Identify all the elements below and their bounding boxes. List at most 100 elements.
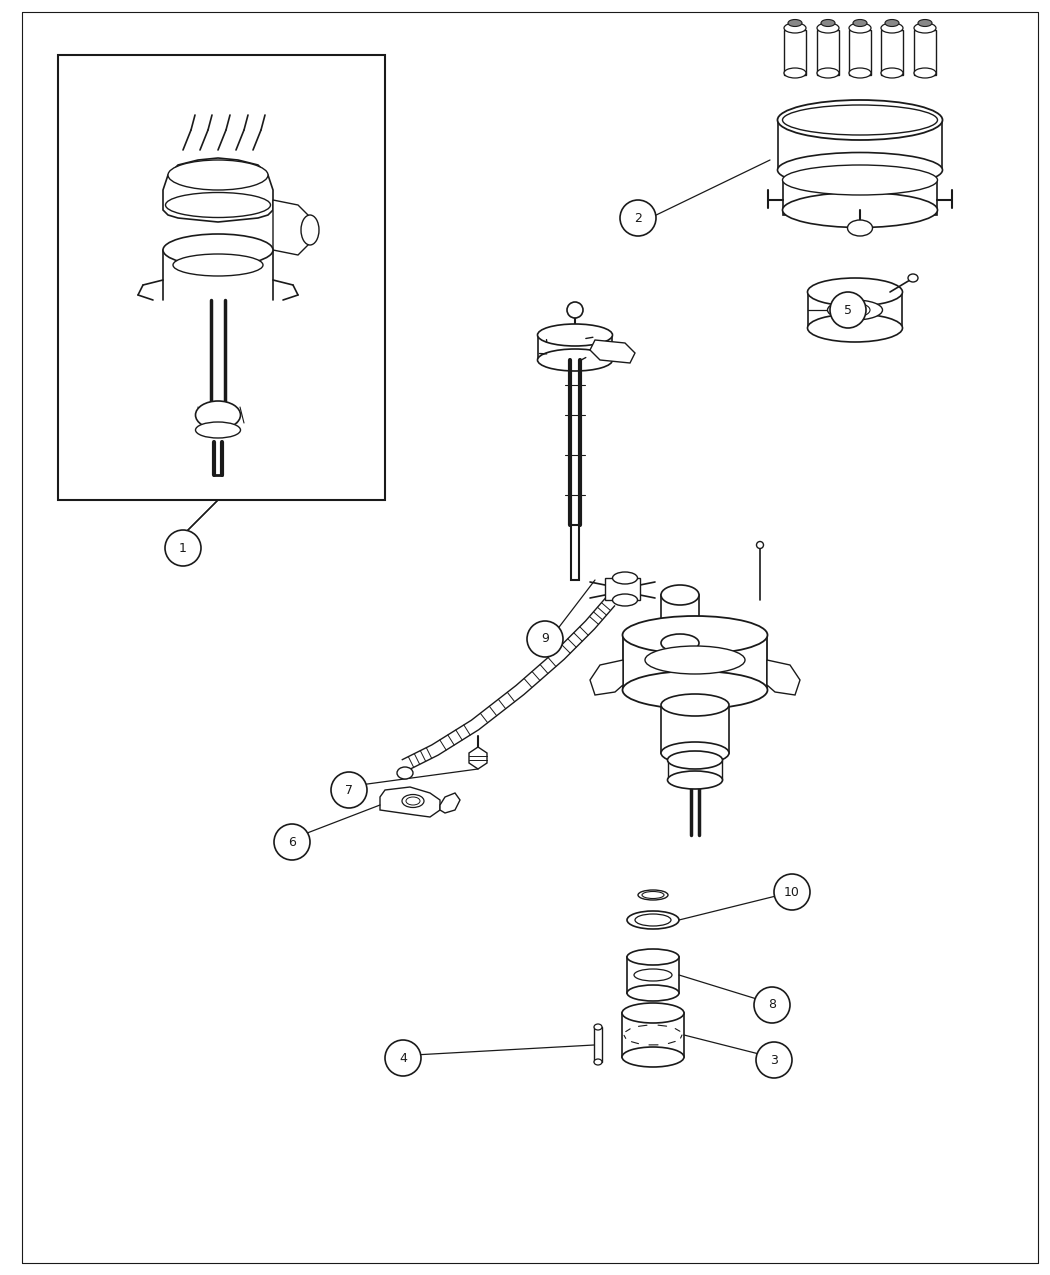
Ellipse shape xyxy=(827,300,882,320)
Ellipse shape xyxy=(627,986,679,1001)
Circle shape xyxy=(385,1040,421,1076)
Ellipse shape xyxy=(622,1003,684,1023)
Circle shape xyxy=(331,771,368,808)
Ellipse shape xyxy=(166,193,271,218)
Ellipse shape xyxy=(634,969,672,980)
Polygon shape xyxy=(163,158,273,222)
Text: 7: 7 xyxy=(345,784,353,797)
Ellipse shape xyxy=(627,949,679,965)
Ellipse shape xyxy=(914,68,936,78)
Text: 9: 9 xyxy=(541,632,549,645)
Polygon shape xyxy=(590,340,635,363)
Ellipse shape xyxy=(662,742,729,764)
Ellipse shape xyxy=(567,302,583,317)
Text: 2: 2 xyxy=(634,212,642,224)
Ellipse shape xyxy=(627,912,679,929)
Ellipse shape xyxy=(840,303,870,317)
Circle shape xyxy=(274,824,310,861)
Bar xyxy=(778,120,942,170)
Ellipse shape xyxy=(645,646,746,674)
Polygon shape xyxy=(469,747,487,769)
Polygon shape xyxy=(766,660,800,695)
Ellipse shape xyxy=(662,585,699,606)
Polygon shape xyxy=(273,200,313,255)
Bar xyxy=(538,335,612,360)
Ellipse shape xyxy=(397,768,413,779)
Text: 5: 5 xyxy=(844,303,852,316)
Ellipse shape xyxy=(756,542,763,548)
Ellipse shape xyxy=(301,215,319,245)
Ellipse shape xyxy=(908,274,918,282)
Ellipse shape xyxy=(163,235,273,266)
Ellipse shape xyxy=(594,1024,602,1030)
Ellipse shape xyxy=(668,751,722,769)
Ellipse shape xyxy=(788,19,802,27)
Ellipse shape xyxy=(406,797,420,805)
Text: 10: 10 xyxy=(784,886,800,899)
Ellipse shape xyxy=(538,324,612,346)
Bar xyxy=(849,31,872,75)
Bar xyxy=(784,31,806,75)
Ellipse shape xyxy=(782,105,938,135)
Ellipse shape xyxy=(881,23,903,33)
Ellipse shape xyxy=(635,914,671,926)
Polygon shape xyxy=(380,787,440,817)
Bar xyxy=(623,635,766,690)
Circle shape xyxy=(830,292,866,328)
Ellipse shape xyxy=(638,890,668,900)
Ellipse shape xyxy=(784,68,806,78)
Text: 1: 1 xyxy=(180,542,187,555)
Ellipse shape xyxy=(817,68,839,78)
Ellipse shape xyxy=(622,1047,684,1067)
Ellipse shape xyxy=(777,153,943,187)
Ellipse shape xyxy=(807,278,903,306)
Bar xyxy=(622,1014,684,1057)
Ellipse shape xyxy=(821,19,835,27)
Bar xyxy=(627,958,679,993)
Bar xyxy=(808,292,902,328)
Ellipse shape xyxy=(623,671,768,709)
Ellipse shape xyxy=(881,68,903,78)
Ellipse shape xyxy=(612,572,637,584)
Ellipse shape xyxy=(594,1060,602,1065)
Ellipse shape xyxy=(168,159,268,190)
Ellipse shape xyxy=(885,19,899,27)
Circle shape xyxy=(754,987,790,1023)
Ellipse shape xyxy=(817,23,839,33)
Ellipse shape xyxy=(847,221,873,236)
Text: 6: 6 xyxy=(288,835,296,848)
Bar xyxy=(605,578,640,601)
Ellipse shape xyxy=(849,23,872,33)
Circle shape xyxy=(774,873,810,910)
Ellipse shape xyxy=(914,23,936,33)
Bar xyxy=(571,525,579,580)
Bar xyxy=(817,31,839,75)
Ellipse shape xyxy=(782,193,938,227)
Circle shape xyxy=(620,200,656,236)
Ellipse shape xyxy=(662,694,729,717)
Ellipse shape xyxy=(777,99,943,140)
Circle shape xyxy=(527,621,563,657)
Ellipse shape xyxy=(782,164,938,195)
Text: 4: 4 xyxy=(399,1052,407,1065)
Ellipse shape xyxy=(623,616,768,654)
Bar xyxy=(783,180,937,215)
Text: 8: 8 xyxy=(768,998,776,1011)
Ellipse shape xyxy=(807,314,903,342)
Ellipse shape xyxy=(612,594,637,606)
Ellipse shape xyxy=(195,422,240,439)
Text: 3: 3 xyxy=(770,1053,778,1066)
Ellipse shape xyxy=(849,68,872,78)
Ellipse shape xyxy=(918,19,932,27)
Ellipse shape xyxy=(402,794,424,807)
Bar xyxy=(668,760,722,780)
Bar xyxy=(662,705,729,754)
Bar xyxy=(914,31,936,75)
Ellipse shape xyxy=(662,634,699,652)
Ellipse shape xyxy=(642,891,664,899)
Ellipse shape xyxy=(538,349,612,371)
Bar xyxy=(662,595,699,643)
Ellipse shape xyxy=(784,23,806,33)
Polygon shape xyxy=(590,660,623,695)
Ellipse shape xyxy=(668,771,722,789)
